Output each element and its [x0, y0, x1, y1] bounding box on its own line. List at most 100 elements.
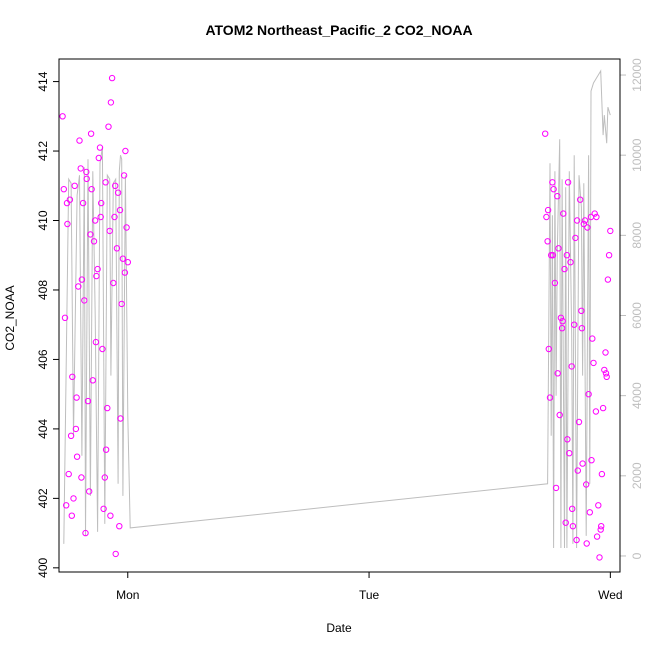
y2-tick-label: 2000 — [630, 462, 644, 489]
data-point — [81, 297, 88, 304]
data-point — [77, 165, 84, 172]
data-point — [557, 314, 565, 321]
data-point — [113, 245, 121, 252]
data-point — [65, 470, 72, 478]
y2-tick-label: 12000 — [630, 58, 644, 92]
data-point — [595, 502, 602, 509]
plot-frame — [58, 58, 621, 573]
data-point — [78, 276, 86, 283]
x-tick-label: Mon — [116, 588, 139, 602]
data-point — [111, 213, 118, 221]
data-point — [98, 199, 105, 207]
data-point — [551, 279, 559, 287]
data-point — [95, 154, 103, 162]
data-point — [597, 526, 604, 533]
data-point — [69, 373, 76, 380]
data-point — [59, 113, 66, 120]
data-point — [76, 137, 83, 144]
data-point — [569, 523, 577, 530]
data-point — [73, 453, 81, 460]
data-point — [581, 217, 589, 224]
data-point — [107, 99, 115, 106]
data-point — [596, 554, 603, 561]
chart-title: ATOM2 Northeast_Pacific_2 CO2_NOAA — [205, 22, 472, 38]
data-point — [569, 505, 576, 512]
data-point — [556, 411, 563, 419]
data-point — [566, 450, 573, 457]
plot-series — [59, 69, 614, 561]
data-point — [64, 220, 71, 228]
data-point — [544, 238, 551, 245]
data-point — [577, 196, 584, 203]
data-point — [546, 394, 554, 401]
data-point — [543, 213, 550, 221]
data-point — [602, 370, 610, 377]
data-point — [62, 502, 70, 509]
data-point — [118, 300, 125, 308]
data-point — [100, 505, 107, 512]
data-point — [96, 144, 104, 151]
data-point — [101, 474, 109, 481]
y-tick-label: 404 — [36, 419, 50, 439]
data-point — [87, 231, 94, 238]
data-point — [83, 168, 90, 176]
data-point — [86, 488, 93, 495]
data-point — [83, 175, 90, 183]
y-tick-label: 412 — [36, 141, 50, 161]
data-point — [604, 276, 612, 283]
data-point — [120, 172, 128, 179]
data-point — [106, 227, 113, 235]
altitude-series-line — [63, 69, 611, 549]
data-point — [124, 259, 132, 266]
x-axis-label: Date — [326, 621, 352, 635]
data-point — [104, 404, 111, 412]
y-tick-label: 408 — [36, 280, 50, 300]
data-point — [121, 269, 129, 276]
x-tick-label: Wed — [598, 588, 622, 602]
data-point — [108, 74, 116, 82]
data-point — [84, 397, 92, 405]
data-point — [70, 495, 77, 502]
data-point — [112, 550, 119, 558]
data-point — [578, 307, 585, 314]
data-point — [573, 536, 580, 544]
data-point — [584, 224, 591, 231]
data-point — [555, 245, 562, 252]
data-point — [593, 533, 601, 540]
data-point — [114, 189, 122, 196]
data-point — [75, 283, 82, 290]
data-point — [605, 252, 613, 259]
data-point — [571, 321, 578, 328]
data-point — [112, 182, 119, 190]
data-point — [122, 147, 129, 155]
data-point — [572, 234, 579, 242]
data-point — [550, 186, 557, 193]
data-point — [116, 206, 124, 214]
data-point — [564, 179, 572, 186]
y2-tick-label: 0 — [630, 552, 644, 559]
data-point — [116, 523, 123, 530]
y2-tick-label: 6000 — [630, 302, 644, 329]
data-point — [99, 345, 106, 353]
y2-tick-label: 4000 — [630, 382, 644, 409]
y-axis-label: CO2_NOAA — [3, 285, 17, 350]
data-point — [586, 509, 593, 516]
data-point — [93, 272, 100, 280]
y-tick-label: 400 — [36, 557, 50, 577]
data-point — [554, 193, 561, 200]
data-point — [78, 474, 85, 481]
data-point — [72, 425, 80, 433]
y2-tick-label: 8000 — [630, 222, 644, 249]
data-point — [554, 370, 561, 377]
data-point — [549, 179, 556, 186]
data-point — [607, 227, 614, 235]
data-point — [117, 415, 124, 422]
data-point — [602, 349, 609, 356]
data-point — [90, 238, 98, 245]
data-point — [560, 210, 567, 217]
data-point — [562, 519, 569, 526]
data-point — [110, 279, 117, 287]
data-point — [568, 363, 575, 370]
data-point — [552, 484, 560, 492]
